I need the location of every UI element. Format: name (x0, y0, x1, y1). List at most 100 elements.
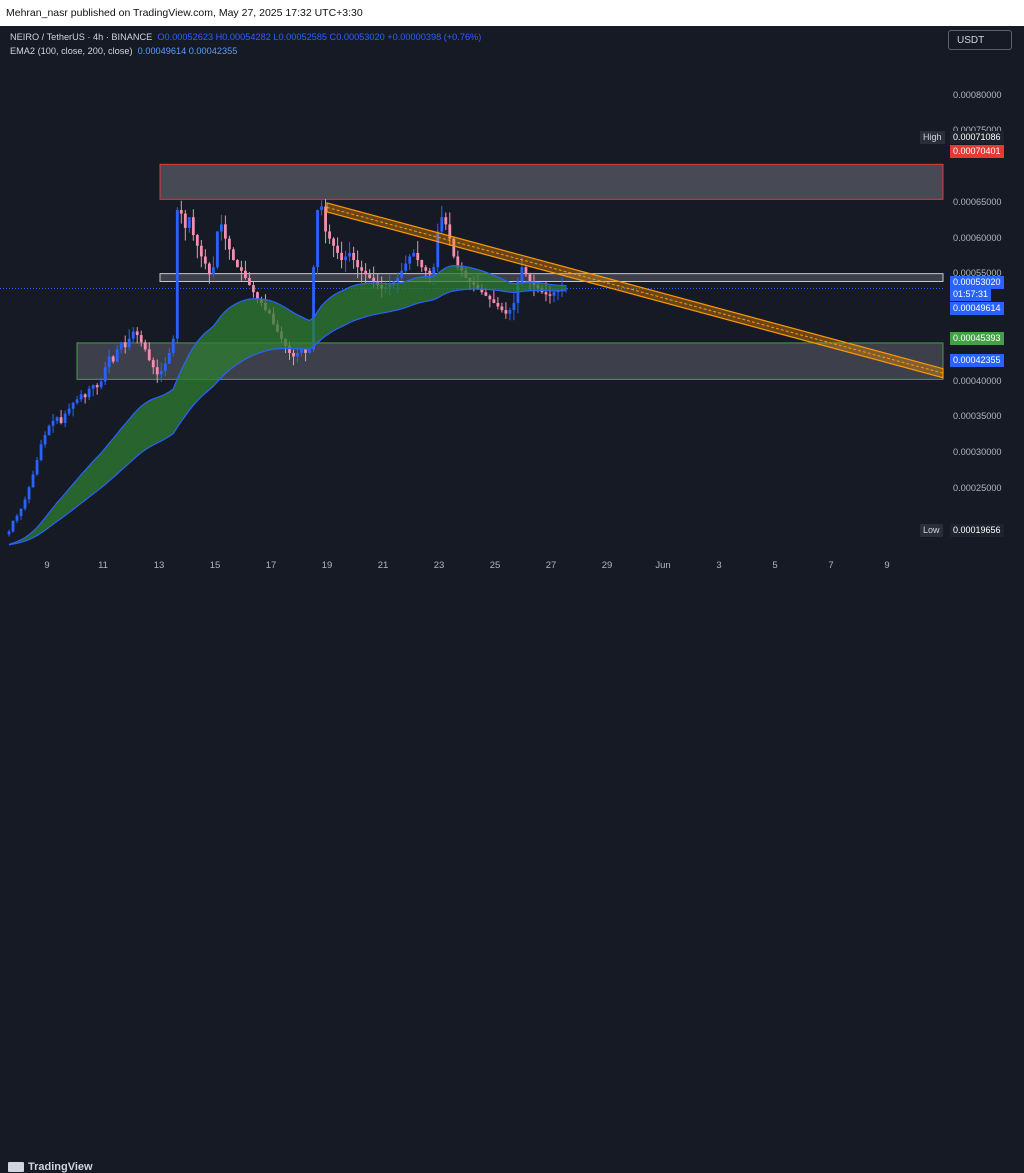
tradingview-logo[interactable]: TradingView (8, 1161, 93, 1173)
candle-body (296, 352, 299, 357)
candle-body (187, 217, 191, 228)
candle-body (368, 274, 372, 278)
candle-body (512, 302, 516, 311)
price-tick-label: 0.00075000 (953, 125, 1002, 135)
candle-body (528, 274, 532, 282)
candle-body (11, 520, 15, 532)
candle-body (436, 231, 440, 268)
date-tick-label: 25 (489, 560, 501, 571)
symbol-line: NEIRO / TetherUS · 4h · BINANCE (10, 32, 153, 42)
candle-body (492, 299, 496, 303)
date-tick-label: 7 (828, 560, 834, 571)
price-tick-label: 0.00060000 (953, 232, 1002, 243)
candle-body (408, 256, 412, 264)
candle-body (304, 349, 307, 353)
candle-body (215, 231, 219, 268)
high-value-tag: 0.00071086 (950, 131, 1004, 144)
ohlc-values: O0.00052623 H0.00054282 L0.00052585 C0.0… (157, 32, 482, 42)
publish-bar: Mehran_nasr published on TradingView.com… (0, 0, 1024, 26)
candle-body (199, 245, 203, 257)
candle-body (91, 385, 95, 389)
candle-body (219, 224, 223, 232)
candle-body (352, 252, 356, 261)
chart-canvas[interactable] (0, 0, 1024, 603)
candle-body (175, 210, 179, 339)
price-tick-label: 0.00040000 (953, 375, 1002, 386)
candle-body (420, 260, 424, 268)
mid-zone (159, 273, 944, 282)
candle-body (79, 394, 83, 400)
candle-body (236, 260, 239, 268)
candle-body (195, 235, 199, 246)
candle-body (191, 217, 195, 236)
low-value-tag: 0.00019656 (950, 524, 1004, 537)
candle-body (179, 210, 183, 214)
last-price-tag: 0.00053020 (950, 276, 1004, 289)
ema200-tag: 0.00042355 (950, 354, 1004, 367)
candle-body (324, 206, 327, 232)
candle-body (504, 310, 508, 314)
candle-body (248, 277, 251, 286)
publish-text: Mehran_nasr published on TradingView.com… (6, 7, 363, 19)
date-tick-label: 21 (377, 560, 389, 571)
candle-body (328, 231, 331, 239)
candle-body (320, 206, 323, 211)
candle-body (360, 267, 364, 271)
candle-body (232, 249, 235, 261)
candle-body (412, 252, 416, 257)
candle-body (95, 385, 99, 388)
candle-body (143, 342, 147, 350)
candle-body (356, 260, 360, 268)
candle-body (316, 210, 319, 268)
candle-body (7, 531, 11, 535)
candle-body (147, 349, 151, 361)
candle-body (71, 402, 75, 409)
candle-body (119, 342, 123, 350)
ema200-line (8, 288, 567, 546)
date-tick-label: 9 (44, 560, 50, 571)
candle-body (508, 310, 512, 314)
candle-body (404, 263, 408, 271)
candle-body (35, 460, 39, 475)
candle-body (155, 367, 159, 375)
support-top-tag: 0.00045393 (950, 332, 1004, 345)
candle-body (548, 294, 552, 296)
candle-body (448, 224, 452, 239)
candle-body (227, 238, 231, 250)
candle-body (292, 352, 295, 357)
price-tick-label: 0.00025000 (953, 482, 1002, 493)
candle-body (312, 267, 315, 350)
candle-body (151, 360, 155, 368)
zone-top-tag: 0.00070401 (950, 145, 1004, 158)
countdown-tag: 01:57:31 (950, 288, 992, 301)
chart-area[interactable] (0, 26, 1024, 577)
symbol-legend: NEIRO / TetherUS · 4h · BINANCE O0.00052… (10, 32, 481, 42)
candle-body (396, 277, 400, 282)
currency-button[interactable]: USDT (948, 30, 1012, 50)
candle-body (340, 252, 343, 261)
descending-trendline (326, 202, 944, 379)
date-tick-label: 15 (209, 560, 221, 571)
candle-body (344, 256, 348, 261)
candle-body (203, 256, 207, 264)
candle-body (87, 388, 91, 398)
candle-body (444, 217, 448, 225)
candle-body (348, 252, 352, 257)
candle-body (83, 394, 87, 398)
candle-body (336, 245, 339, 253)
price-tick-label: 0.00055000 (953, 268, 1002, 279)
candle-body (15, 515, 19, 521)
candle-body (19, 508, 23, 516)
candle-body (452, 238, 456, 257)
candle-body (364, 270, 368, 275)
candle-body (432, 267, 436, 275)
ema-ribbon (9, 265, 566, 545)
candle-body (223, 224, 227, 239)
candle-body (480, 288, 484, 293)
date-tick-label: 3 (716, 560, 722, 571)
candle-body (115, 349, 119, 362)
ema-values: 0.00049614 0.00042355 (137, 46, 238, 56)
candle-body (63, 413, 67, 423)
candle-body (440, 217, 444, 232)
candle-body (520, 267, 524, 282)
